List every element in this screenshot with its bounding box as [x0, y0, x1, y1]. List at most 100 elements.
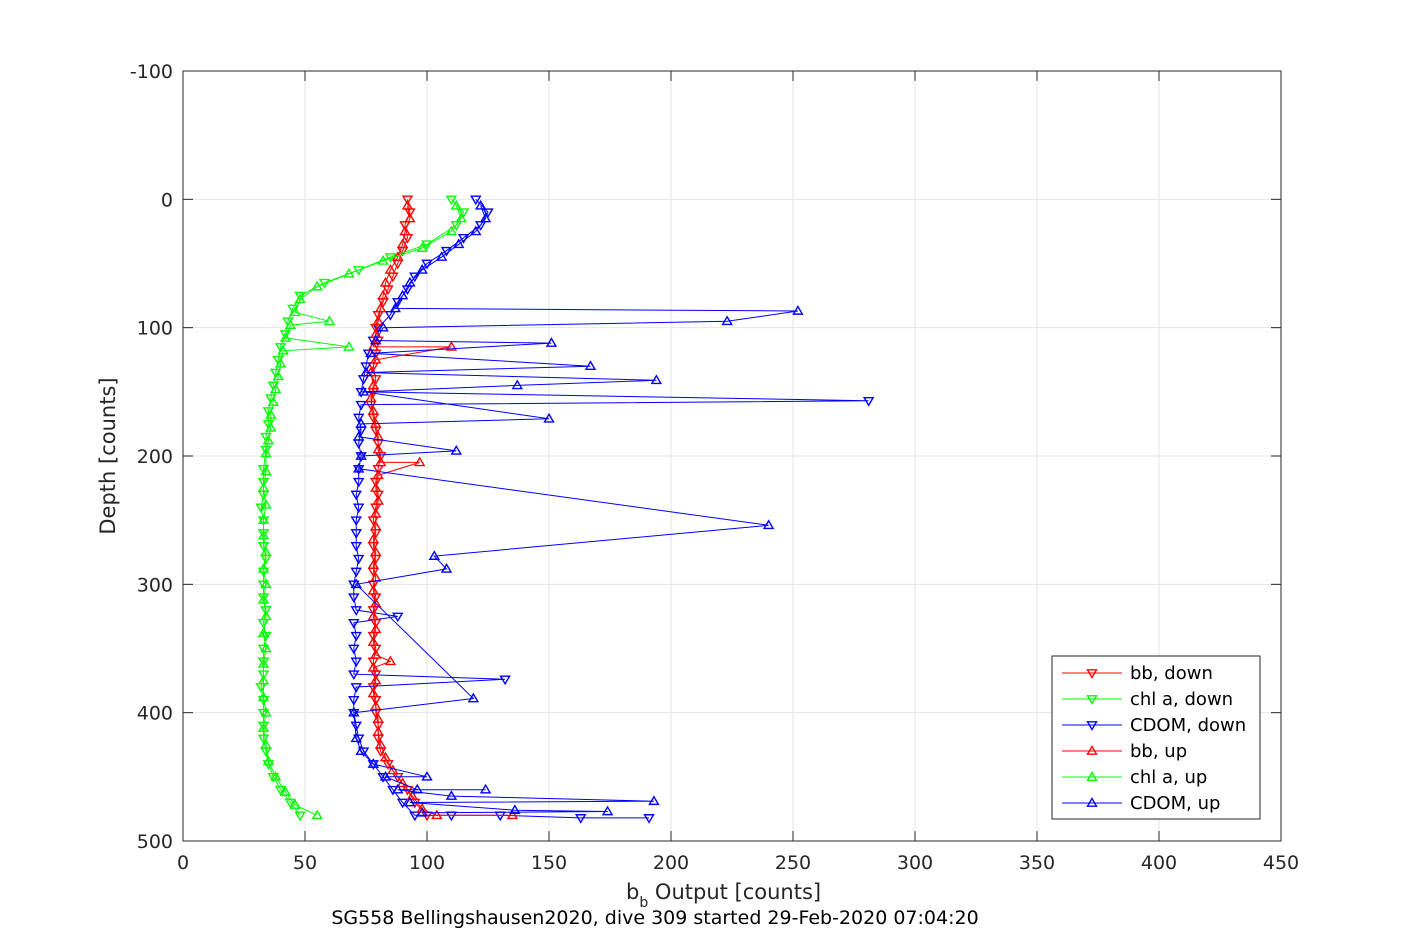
- data-point: [360, 366, 372, 377]
- data-point: [416, 806, 428, 817]
- data-point: [257, 627, 270, 637]
- data-point: [323, 315, 336, 326]
- legend-label: bb, up: [1130, 741, 1187, 762]
- data-point: [360, 362, 372, 373]
- data-point: [421, 240, 433, 251]
- data-point: [384, 264, 397, 274]
- data-point: [467, 692, 480, 703]
- data-point: [260, 445, 272, 456]
- legend: bb, down chl a, down CDOM, down bb, up chl a…: [1051, 655, 1261, 820]
- data-point: [262, 755, 275, 766]
- data-point: [370, 353, 382, 364]
- data-point: [260, 447, 272, 458]
- data-point: [355, 450, 367, 460]
- data-point: [289, 306, 301, 317]
- data-point: [257, 691, 270, 702]
- x-axis-label-subscript: b: [639, 895, 648, 911]
- data-point: [650, 374, 663, 385]
- data-point: [367, 379, 380, 390]
- data-point: [343, 267, 355, 278]
- data-point: [445, 225, 458, 236]
- data-point: [584, 360, 597, 371]
- data-point: [350, 657, 362, 668]
- y-tick-label: 100: [137, 318, 173, 340]
- data-point: [372, 443, 384, 454]
- x-tick-label: 400: [1141, 852, 1177, 874]
- data-point: [352, 503, 365, 514]
- data-point: [396, 238, 409, 249]
- data-point: [350, 721, 362, 732]
- data-point: [428, 550, 441, 560]
- data-point: [648, 795, 660, 806]
- data-point: [377, 321, 389, 332]
- data-point: [411, 783, 423, 794]
- data-point: [352, 477, 365, 488]
- data-point: [257, 529, 270, 540]
- data-point: [377, 289, 389, 300]
- data-point: [257, 514, 270, 525]
- data-point: [370, 674, 382, 685]
- data-point: [311, 809, 323, 820]
- y-tick-label: 200: [137, 446, 173, 468]
- data-point: [294, 811, 306, 822]
- data-point: [367, 341, 380, 351]
- data-point: [279, 330, 292, 340]
- data-point: [350, 567, 362, 578]
- data-point: [396, 289, 409, 300]
- x-tick-label: 300: [897, 852, 933, 874]
- legend-label: chl a, down: [1130, 689, 1233, 710]
- data-point: [545, 337, 558, 347]
- data-point: [421, 259, 433, 270]
- data-point: [401, 199, 414, 210]
- data-point: [294, 291, 306, 302]
- data-point: [370, 597, 382, 608]
- data-point: [257, 563, 270, 573]
- data-point: [265, 409, 277, 419]
- data-point: [284, 319, 297, 329]
- data-point: [479, 783, 492, 794]
- data-point: [416, 264, 428, 274]
- data-point: [367, 559, 380, 569]
- data-point: [294, 293, 306, 304]
- data-point: [350, 683, 362, 693]
- data-point: [445, 195, 458, 206]
- legend-label: CDOM, down: [1130, 715, 1246, 736]
- data-point: [413, 456, 426, 467]
- data-point: [277, 344, 289, 355]
- legend-marker: [1086, 771, 1098, 781]
- data-point: [269, 383, 282, 394]
- data-point: [372, 713, 384, 723]
- data-point: [387, 764, 399, 775]
- data-point: [260, 610, 272, 621]
- data-point: [391, 783, 404, 794]
- data-point: [367, 405, 380, 415]
- data-point: [431, 809, 443, 820]
- y-axis-label: Depth [counts]: [96, 377, 120, 534]
- y-tick-label: -100: [130, 61, 173, 83]
- data-point: [509, 804, 521, 815]
- data-point: [455, 212, 467, 223]
- y-tick-label: 0: [161, 189, 173, 211]
- data-point: [370, 546, 382, 557]
- data-point: [511, 379, 524, 390]
- data-point: [365, 347, 377, 358]
- data-point: [450, 444, 463, 455]
- data-point: [355, 400, 367, 411]
- data-point: [365, 392, 377, 403]
- data-point: [260, 578, 272, 589]
- data-point: [257, 674, 270, 685]
- legend-marker: [1086, 745, 1098, 755]
- x-tick-label: 150: [531, 852, 567, 874]
- data-point: [367, 687, 380, 698]
- data-point: [350, 541, 362, 552]
- data-point: [269, 770, 282, 781]
- data-point: [348, 593, 360, 604]
- legend-marker: [1086, 797, 1098, 807]
- data-point: [792, 305, 804, 315]
- series-line: [260, 198, 465, 816]
- data-point: [348, 706, 360, 717]
- data-point: [260, 498, 272, 509]
- data-point: [374, 302, 387, 313]
- data-point: [440, 563, 453, 573]
